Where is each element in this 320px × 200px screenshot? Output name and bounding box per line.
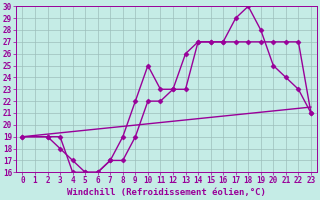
X-axis label: Windchill (Refroidissement éolien,°C): Windchill (Refroidissement éolien,°C) [67, 188, 266, 197]
